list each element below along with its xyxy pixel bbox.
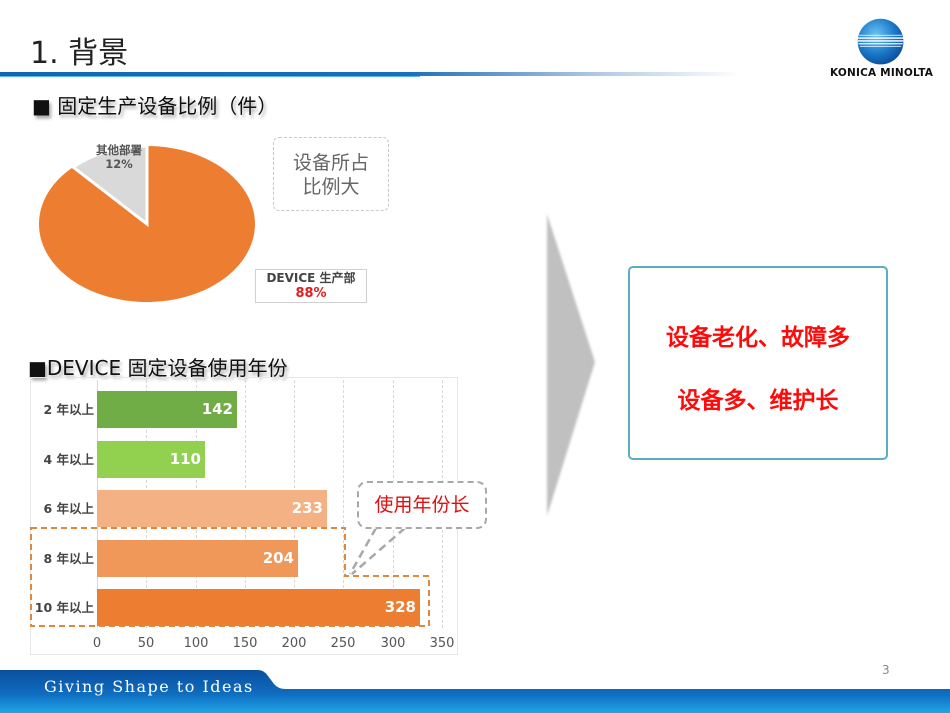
x-tick-0: 0 <box>92 636 102 651</box>
pie-label-device-name: DEVICE 生产部 <box>266 271 356 285</box>
pie-callout-line1: 设备所占 <box>292 152 369 174</box>
bar-label-4y: 4 年以上 <box>43 452 94 467</box>
chevron-arrow-icon <box>547 214 595 516</box>
pie-label-other: 其他部署 12% <box>87 143 151 171</box>
pie-label-other-pct: 12% <box>105 157 133 171</box>
bar-4y: 110 <box>97 441 205 478</box>
x-tick-250: 250 <box>330 636 356 651</box>
bar-label-8y: 8 年以上 <box>43 551 94 566</box>
bar-label-10y: 10 年以上 <box>34 600 94 615</box>
pie-chart <box>38 144 255 302</box>
x-tick-100: 100 <box>183 636 209 651</box>
bar-value-2y: 142 <box>201 400 233 418</box>
bar-value-10y: 328 <box>384 598 416 616</box>
gridline-250 <box>343 380 344 628</box>
bar-section-heading: ■DEVICE 固定设备使用年份 <box>28 356 288 380</box>
pie-callout-box: 设备所占 比例大 <box>273 137 389 211</box>
logo-text: KONICA MINOLTA <box>830 67 934 79</box>
bar-value-8y: 204 <box>262 549 294 567</box>
annotation-bubble: 使用年份长 <box>357 481 487 529</box>
bar-value-6y: 233 <box>291 499 323 517</box>
footer-band <box>0 670 950 713</box>
conclusion-box: 设备老化、故障多 设备多、维护长 <box>628 266 888 460</box>
bar-10y: 328 <box>97 589 420 626</box>
conclusion-line2: 设备多、维护长 <box>677 388 839 414</box>
bar-label-2y: 2 年以上 <box>43 402 94 417</box>
title-underline-accent <box>0 76 420 77</box>
x-tick-350: 350 <box>429 636 455 651</box>
pie-slice-other <box>70 144 149 228</box>
x-tick-200: 200 <box>281 636 307 651</box>
pie-section-heading: ■ 固定生产设备比例（件） <box>32 94 278 118</box>
pie-callout-line2: 比例大 <box>302 176 360 198</box>
conclusion-line1: 设备老化、故障多 <box>666 325 850 351</box>
footer-tagline: Giving Shape to Ideas <box>44 677 254 696</box>
bar-value-4y: 110 <box>169 450 201 468</box>
bar-2y: 142 <box>97 391 237 428</box>
x-tick-50: 50 <box>137 636 155 651</box>
page-number: 3 <box>882 663 890 677</box>
bar-6y: 233 <box>97 490 327 527</box>
pie-label-other-name: 其他部署 <box>96 143 142 157</box>
title-underline <box>0 72 740 76</box>
konica-minolta-logo-icon <box>857 18 904 65</box>
bar-8y: 204 <box>97 540 298 577</box>
pie-label-device: DEVICE 生产部 88% <box>255 269 367 303</box>
pie-label-device-pct: 88% <box>295 286 327 301</box>
x-tick-300: 300 <box>380 636 406 651</box>
page-title: 1. 背景 <box>30 36 129 71</box>
bar-label-6y: 6 年以上 <box>43 501 94 516</box>
x-tick-150: 150 <box>232 636 258 651</box>
